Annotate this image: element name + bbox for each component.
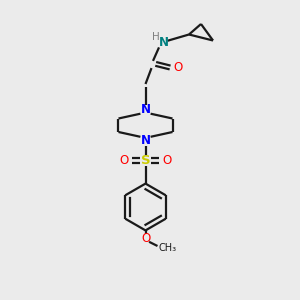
- Text: CH₃: CH₃: [159, 243, 177, 254]
- Text: N: N: [158, 35, 169, 49]
- Text: O: O: [173, 61, 182, 74]
- Text: H: H: [152, 32, 159, 43]
- Text: N: N: [140, 103, 151, 116]
- Text: S: S: [141, 154, 150, 167]
- Text: O: O: [163, 154, 172, 167]
- Text: O: O: [119, 154, 128, 167]
- Text: N: N: [140, 134, 151, 148]
- Text: O: O: [141, 232, 150, 245]
